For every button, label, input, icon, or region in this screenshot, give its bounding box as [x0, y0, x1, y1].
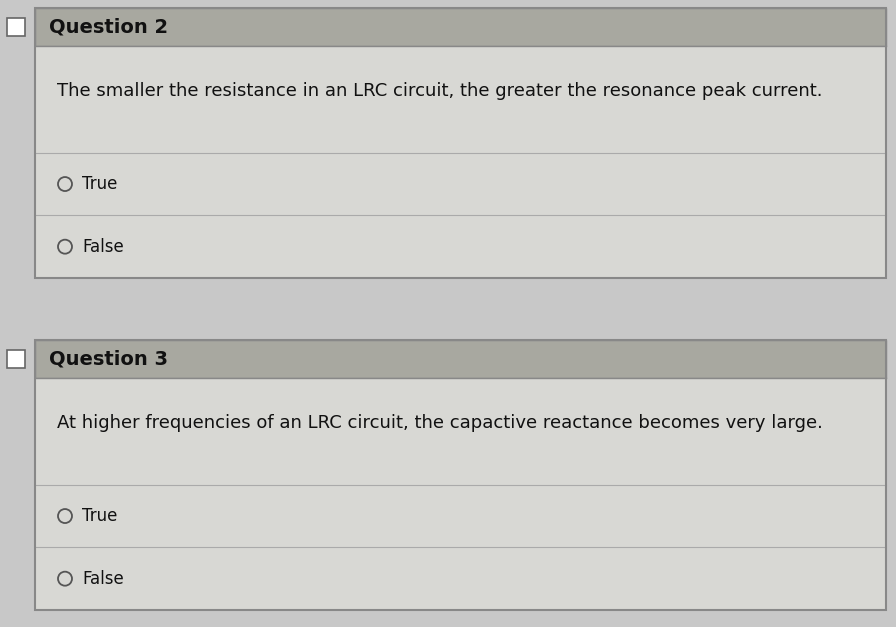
Bar — [35, 8, 886, 46]
Bar — [35, 485, 886, 547]
Text: The smaller the resistance in an LRC circuit, the greater the resonance peak cur: The smaller the resistance in an LRC cir… — [57, 82, 823, 100]
Text: False: False — [82, 238, 124, 256]
Bar — [35, 215, 886, 278]
Bar — [7, 350, 25, 368]
Bar — [7, 18, 25, 36]
Bar — [35, 340, 886, 610]
Bar — [35, 46, 886, 153]
Text: False: False — [82, 570, 124, 587]
Text: At higher frequencies of an LRC circuit, the capactive reactance becomes very la: At higher frequencies of an LRC circuit,… — [57, 414, 823, 432]
Bar — [35, 340, 886, 378]
Bar — [35, 8, 886, 278]
Text: True: True — [82, 175, 117, 193]
Text: True: True — [82, 507, 117, 525]
Text: Question 3: Question 3 — [49, 349, 168, 369]
Bar — [35, 547, 886, 610]
Bar — [35, 153, 886, 215]
Bar — [35, 378, 886, 485]
Text: Question 2: Question 2 — [49, 18, 168, 36]
